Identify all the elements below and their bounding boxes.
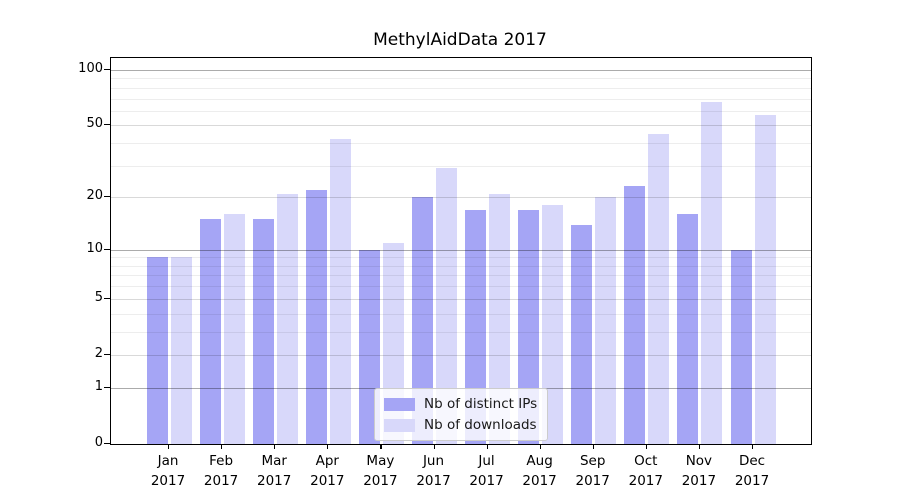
bar-ips-sep bbox=[571, 224, 593, 444]
gridline-y-9 bbox=[111, 257, 811, 259]
x-tick-mark-jan bbox=[168, 444, 170, 449]
x-tick-mark-may bbox=[380, 444, 382, 449]
bar-downloads-aug bbox=[542, 205, 564, 444]
x-tick-mark-sep bbox=[592, 444, 594, 449]
x-tick-label-jul: Jul 2017 bbox=[469, 453, 504, 489]
y-tick-label-20: 20 bbox=[86, 188, 103, 204]
legend-swatch-ips bbox=[384, 397, 415, 411]
bar-downloads-mar bbox=[276, 193, 298, 444]
x-tick-mark-jul bbox=[486, 444, 488, 449]
y-tick-mark-2 bbox=[104, 354, 110, 356]
y-tick-label-50: 50 bbox=[86, 116, 103, 132]
legend-label-downloads: Nb of downloads bbox=[424, 417, 537, 433]
gridline-y-80 bbox=[111, 87, 811, 89]
x-tick-label-feb: Feb 2017 bbox=[203, 453, 239, 489]
bar-downloads-dec bbox=[754, 114, 776, 444]
x-tick-label-mar: Mar 2017 bbox=[257, 453, 292, 489]
gridline-y-5 bbox=[111, 298, 811, 300]
bars-layer bbox=[111, 58, 811, 444]
gridline-y-90 bbox=[111, 78, 811, 80]
gridline-y-40 bbox=[111, 143, 811, 144]
x-tick-label-jun: Jun 2017 bbox=[416, 453, 451, 489]
y-tick-label-2: 2 bbox=[94, 345, 103, 361]
bar-downloads-feb bbox=[223, 214, 245, 444]
legend-entry-downloads: Nb of downloads bbox=[384, 417, 537, 433]
legend-entry-ips: Nb of distinct IPs bbox=[384, 396, 537, 412]
x-tick-mark-mar bbox=[274, 444, 276, 449]
y-tick-mark-50 bbox=[104, 124, 110, 126]
x-tick-label-apr: Apr 2017 bbox=[310, 453, 345, 489]
bar-ips-apr bbox=[305, 189, 327, 444]
gridline-y-60 bbox=[111, 110, 811, 112]
x-tick-mark-oct bbox=[645, 444, 647, 449]
bar-downloads-apr bbox=[329, 139, 351, 444]
x-tick-label-sep: Sep 2017 bbox=[575, 453, 610, 489]
gridline-y-10 bbox=[111, 249, 811, 251]
bar-downloads-jul bbox=[489, 193, 510, 444]
y-tick-label-10: 10 bbox=[86, 240, 103, 256]
gridline-y-3 bbox=[111, 331, 811, 333]
bar-downloads-jan bbox=[170, 257, 192, 444]
gridline-y-2 bbox=[111, 355, 811, 356]
gridline-y-50 bbox=[111, 125, 811, 127]
y-tick-mark-0 bbox=[104, 443, 110, 445]
y-tick-mark-1 bbox=[104, 386, 110, 388]
bar-ips-aug bbox=[518, 209, 540, 444]
gridline-y-6 bbox=[111, 286, 811, 288]
bar-ips-jan bbox=[146, 257, 168, 444]
gridline-y-100 bbox=[111, 69, 811, 71]
bar-downloads-nov bbox=[701, 102, 723, 444]
bar-ips-nov bbox=[677, 214, 699, 444]
y-tick-mark-5 bbox=[104, 297, 110, 299]
gridline-y-7 bbox=[111, 275, 811, 277]
y-tick-mark-20 bbox=[104, 196, 110, 198]
legend-swatch-downloads bbox=[384, 418, 415, 432]
x-tick-mark-feb bbox=[221, 444, 223, 449]
x-tick-label-dec: Dec 2017 bbox=[734, 453, 770, 489]
y-tick-label-1: 1 bbox=[94, 378, 103, 394]
gridline-y-8 bbox=[111, 265, 811, 267]
plot-area: Nb of distinct IPs Nb of downloads bbox=[110, 57, 812, 445]
x-tick-label-nov: Nov 2017 bbox=[681, 453, 717, 489]
x-tick-mark-dec bbox=[752, 444, 754, 449]
gridline-y-70 bbox=[111, 98, 811, 100]
gridline-y-30 bbox=[111, 165, 811, 167]
x-tick-mark-apr bbox=[327, 444, 329, 449]
bar-downloads-oct bbox=[648, 133, 670, 444]
x-tick-mark-jun bbox=[433, 444, 435, 449]
x-tick-label-may: May 2017 bbox=[363, 453, 398, 489]
bar-ips-jun bbox=[412, 197, 433, 444]
y-tick-label-0: 0 bbox=[94, 435, 103, 450]
bar-downloads-sep bbox=[595, 197, 617, 444]
legend-label-ips: Nb of distinct IPs bbox=[424, 396, 538, 412]
chart-title: MethylAidData 2017 bbox=[373, 30, 547, 50]
bar-ips-oct bbox=[624, 186, 646, 444]
x-tick-mark-aug bbox=[539, 444, 541, 449]
bar-downloads-jun bbox=[436, 168, 457, 444]
y-tick-label-100: 100 bbox=[78, 60, 103, 76]
bar-ips-jul bbox=[465, 209, 486, 444]
bar-ips-dec bbox=[730, 249, 752, 444]
x-tick-label-oct: Oct 2017 bbox=[628, 453, 663, 489]
gridline-y-20 bbox=[111, 197, 811, 199]
y-tick-mark-100 bbox=[104, 68, 110, 71]
y-tick-label-5: 5 bbox=[94, 289, 103, 305]
grid-layer bbox=[111, 58, 811, 444]
x-tick-label-aug: Aug 2017 bbox=[522, 453, 557, 489]
y-tick-mark-10 bbox=[104, 248, 110, 250]
x-tick-label-jan: Jan 2017 bbox=[150, 453, 186, 489]
legend: Nb of distinct IPs Nb of downloads bbox=[374, 388, 549, 441]
x-tick-mark-nov bbox=[698, 444, 701, 449]
gridline-y-4 bbox=[111, 313, 811, 315]
